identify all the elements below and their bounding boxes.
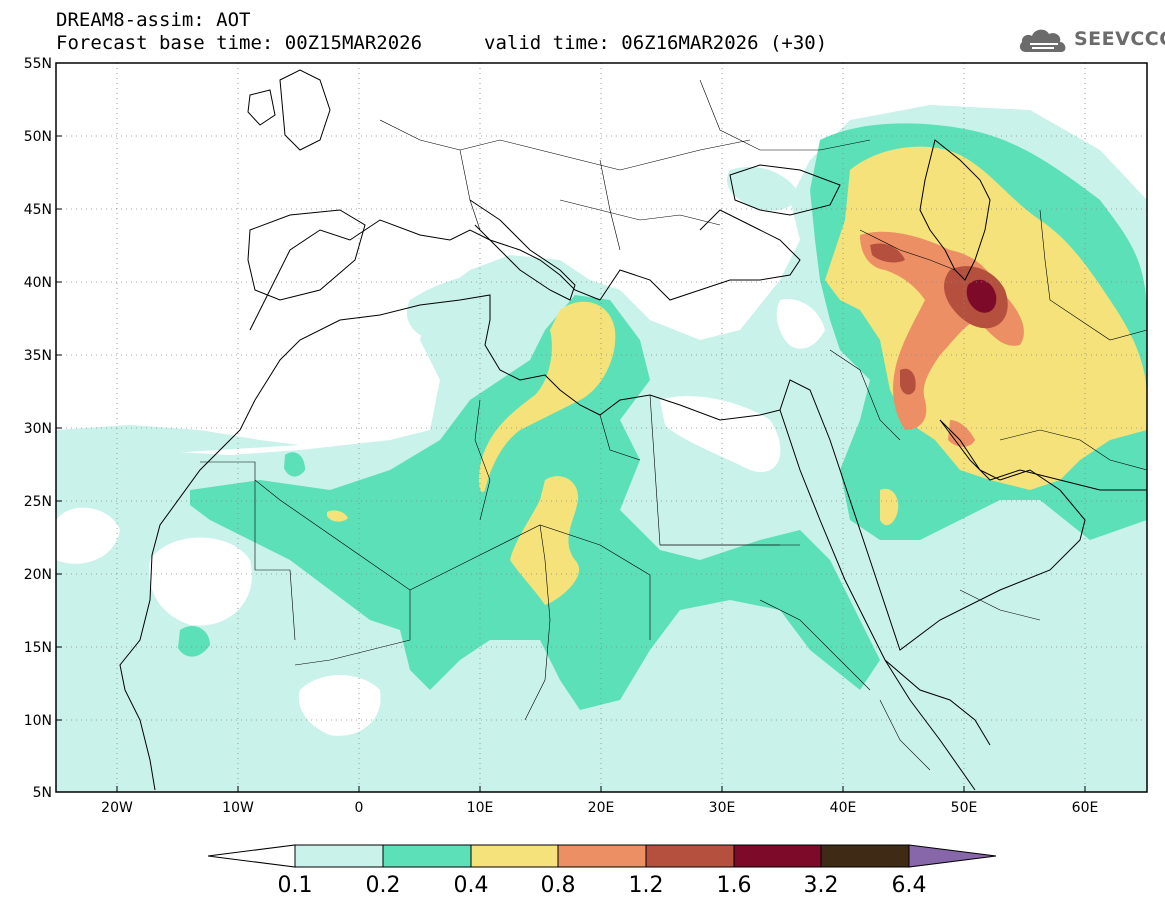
colorbar-label: 0.1 [277, 873, 313, 898]
lon-label: 40E [830, 800, 857, 816]
lon-label: 60E [1072, 800, 1099, 816]
seevccc-logo: SEEVCCC [1018, 24, 1165, 56]
colorbar-upper-extend [908, 844, 997, 868]
lat-label: 50N [24, 129, 52, 145]
lat-label: 5N [33, 785, 52, 801]
lon-label: 50E [951, 800, 978, 816]
lat-label: 55N [24, 56, 52, 72]
country-borders [200, 79, 1147, 771]
colorbar-lower-extend [207, 844, 296, 868]
lat-label: 10N [24, 713, 52, 729]
colorbar-label: 0.4 [453, 873, 489, 898]
colorbar-segment [820, 844, 910, 868]
cloud-icon [1019, 29, 1066, 52]
aot-field [56, 63, 1147, 792]
lon-label: 20W [101, 800, 133, 816]
lat-label: 25N [24, 494, 52, 510]
lat-label: 15N [24, 640, 52, 656]
lat-label: 20N [24, 567, 52, 583]
lat-label: 30N [24, 421, 52, 437]
colorbar-segment [733, 844, 822, 868]
colorbar [207, 844, 997, 868]
colorbar-segment [470, 844, 559, 868]
lon-label: 20E [588, 800, 615, 816]
map-title: DREAM8-assim: AOT [56, 9, 251, 31]
coastlines [119, 69, 1147, 791]
map-ticks [56, 62, 1086, 792]
colorbar-segment [382, 844, 472, 868]
lon-label: 0 [355, 800, 364, 816]
lat-label: 45N [24, 202, 52, 218]
colorbar-label: 1.6 [716, 873, 752, 898]
colorbar-label: 0.2 [365, 873, 401, 898]
colorbar-segment [294, 844, 384, 868]
lon-label: 10W [222, 800, 254, 816]
colorbar-label: 6.4 [891, 873, 927, 898]
map-grid [56, 63, 1147, 792]
logo-text: SEEVCCC [1074, 28, 1165, 50]
lat-label: 35N [24, 348, 52, 364]
valid-time: valid time: 06Z16MAR2026 (+30) [484, 32, 828, 54]
colorbar-label: 0.8 [540, 873, 576, 898]
colorbar-label: 1.2 [628, 873, 664, 898]
colorbar-segment [645, 844, 735, 868]
lat-label: 40N [24, 275, 52, 291]
lon-label: 10E [467, 800, 494, 816]
aot-band-1.6 [966, 279, 997, 313]
longitude-labels: 20W 10W 0 10E 20E 30E 40E 50E 60E [101, 800, 1098, 816]
forecast-base-time: Forecast base time: 00Z15MAR2026 [56, 32, 423, 54]
colorbar-segment [557, 844, 647, 868]
latitude-labels: 55N 50N 45N 40N 35N 30N 25N 20N 15N 10N … [24, 56, 52, 801]
lon-label: 30E [709, 800, 736, 816]
colorbar-label: 3.2 [803, 873, 839, 898]
